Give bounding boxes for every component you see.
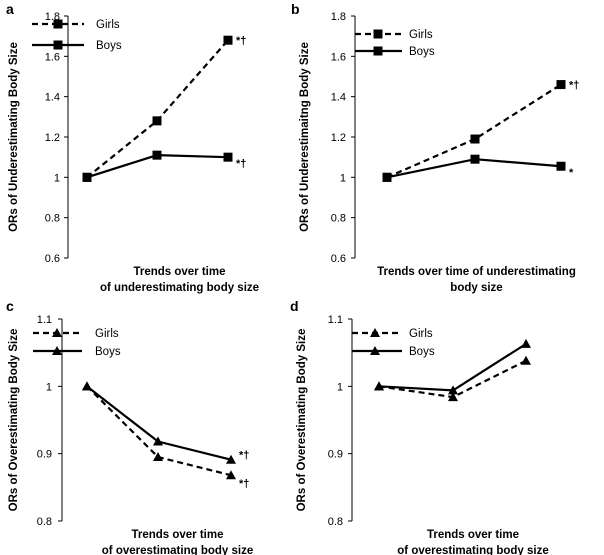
- y-tick-label: 0.9: [37, 449, 52, 461]
- y-axis-label: ORs of Overestimating Body Size: [296, 329, 308, 512]
- chart-panel-c: c 0.8 0.9 1 1.1 ORs of Overestimating Body Si…: [6, 298, 253, 555]
- data-point-girls: [153, 452, 163, 462]
- data-point-girls: [556, 80, 566, 90]
- legend-marker-boys: [53, 40, 63, 50]
- x-axis-label-line: Trends over time of underestimating: [377, 266, 576, 278]
- data-point-boys: [382, 172, 392, 182]
- legend-marker-girls: [53, 19, 63, 29]
- significance-annotation: *†: [569, 80, 579, 92]
- data-point-boys: [374, 381, 384, 391]
- y-tick-label: 1.4: [331, 92, 346, 104]
- data-point-girls: [152, 116, 162, 126]
- series-line-girls: [86, 385, 232, 477]
- legend-marker-boys: [373, 46, 383, 56]
- significance-annotation: *†: [236, 35, 246, 47]
- legend-label-boys: Boys: [95, 346, 121, 358]
- legend-marker-boys: [370, 346, 380, 355]
- y-tick-label: 1.2: [45, 132, 60, 144]
- x-axis-label-line: Trends over time: [131, 529, 223, 541]
- significance-annotation: *†: [236, 158, 246, 170]
- x-axis-label-line: body size: [450, 282, 502, 294]
- y-tick-label: 1.2: [331, 132, 346, 144]
- legend-marker-girls: [373, 29, 383, 39]
- x-axis-label-line: Trends over time: [427, 529, 519, 541]
- panel-letter: c: [6, 298, 14, 314]
- legend-label-girls: Girls: [96, 19, 120, 31]
- significance-annotation: *†: [239, 478, 249, 490]
- legend-marker-girls: [52, 328, 62, 337]
- panel-letter: b: [291, 1, 300, 17]
- chart-panel-b: b 0.6 0.8 1 1.2 1.4 1.6 1.8 ORs of Underestimait…: [291, 1, 579, 294]
- y-axis-label: ORs of Overestimating Body Size: [8, 329, 20, 512]
- data-point-boys: [521, 338, 531, 348]
- x-axis-label-line: of underestimating body size: [100, 282, 259, 294]
- y-tick-label: 1.4: [45, 92, 60, 104]
- data-point-boys: [226, 454, 236, 464]
- significance-annotation: *†: [239, 450, 249, 462]
- data-point-boys: [470, 154, 480, 164]
- y-tick-label: 0.8: [45, 213, 60, 225]
- data-point-girls: [470, 134, 480, 144]
- x-axis-label-line: Trends over time: [133, 266, 225, 278]
- y-tick-label: 1: [54, 172, 60, 184]
- y-tick-label: 0.9: [328, 449, 343, 461]
- legend-label-girls: Girls: [409, 29, 433, 41]
- legend-label-girls: Girls: [409, 328, 433, 340]
- data-point-boys: [556, 161, 566, 171]
- chart-panel-d: d 0.8 0.9 1 1.1 ORs of Overestimating Body Si…: [290, 298, 549, 555]
- y-tick-label: 0.6: [45, 253, 60, 265]
- significance-annotation: *: [569, 167, 574, 179]
- y-tick-label: 1.1: [328, 314, 343, 326]
- x-axis-label-line: of overestimating body size: [397, 545, 548, 555]
- y-tick-label: 1.8: [331, 11, 346, 23]
- data-point-girls: [226, 470, 236, 480]
- legend-marker-boys: [52, 346, 62, 355]
- legend-label-boys: Boys: [409, 46, 435, 58]
- y-tick-label: 1: [46, 381, 52, 393]
- data-point-boys: [448, 385, 458, 395]
- data-point-girls: [223, 35, 233, 45]
- y-tick-label: 1: [337, 381, 343, 393]
- y-tick-label: 0.8: [37, 516, 52, 528]
- series-line-boys: [86, 385, 232, 461]
- data-point-boys: [223, 152, 233, 162]
- data-point-girls: [521, 355, 531, 365]
- y-tick-label: 1.6: [45, 51, 60, 63]
- y-tick-label: 0.8: [331, 213, 346, 225]
- y-tick-label: 0.6: [331, 253, 346, 265]
- data-point-boys: [82, 172, 92, 182]
- series-line-girls: [86, 39, 229, 179]
- legend-marker-girls: [370, 328, 380, 337]
- y-tick-label: 0.8: [328, 516, 343, 528]
- data-point-boys: [153, 436, 163, 446]
- legend-label-girls: Girls: [95, 328, 119, 340]
- panel-letter: a: [6, 1, 14, 17]
- panel-letter: d: [290, 298, 299, 314]
- y-axis-label: ORs of Underestimating Body Size: [8, 42, 20, 232]
- legend-label-boys: Boys: [409, 346, 435, 358]
- x-axis-label-line: of overestimating body size: [102, 545, 253, 555]
- y-tick-label: 1: [340, 172, 346, 184]
- legend-label-boys: Boys: [96, 40, 122, 52]
- y-tick-label: 1.1: [37, 314, 52, 326]
- data-point-boys: [152, 150, 162, 160]
- y-tick-label: 1.6: [331, 51, 346, 63]
- data-point-boys: [82, 381, 92, 391]
- y-axis-label: ORs of Underestimaitng Body Size: [299, 42, 311, 232]
- data-point-girls: [448, 392, 458, 402]
